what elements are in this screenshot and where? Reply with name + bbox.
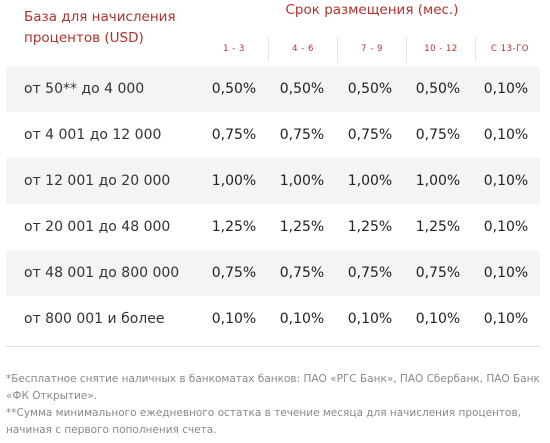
rate-cell: 1,00% xyxy=(415,173,461,189)
rate-cell: 0,10% xyxy=(483,127,529,143)
rate-cell: 0,50% xyxy=(279,81,325,97)
rate-cell: 0,10% xyxy=(483,173,529,189)
table-row: от 48 001 до 800 000 0,75% 0,75% 0,75% 0… xyxy=(6,250,540,296)
table-row: от 50** до 4 000 0,50% 0,50% 0,50% 0,50%… xyxy=(6,66,540,112)
table-row: от 4 001 до 12 000 0,75% 0,75% 0,75% 0,7… xyxy=(6,112,540,158)
base-header-line2: процентов (USD) xyxy=(24,30,144,46)
rate-cell: 0,50% xyxy=(415,81,461,97)
rate-cell: 0,75% xyxy=(415,265,461,281)
table-row: от 800 001 и более 0,10% 0,10% 0,10% 0,1… xyxy=(6,296,540,342)
term-4-6: 4 - 6 xyxy=(268,36,337,62)
rate-cell: 1,00% xyxy=(279,173,325,189)
rate-cell: 1,00% xyxy=(211,173,257,189)
period-header: Срок размещения (мес.) 1 - 3 4 - 6 7 - 9… xyxy=(200,0,544,66)
footnote-line-2: «ФК Открытие». xyxy=(6,390,98,402)
period-title: Срок размещения (мес.) xyxy=(285,2,459,18)
rate-cell: 0,50% xyxy=(211,81,257,97)
rate-cell: 0,10% xyxy=(211,311,257,327)
row-label: от 50** до 4 000 xyxy=(24,81,145,97)
footnote-divider xyxy=(6,346,540,347)
rate-cell: 0,10% xyxy=(483,265,529,281)
rate-rows: от 50** до 4 000 0,50% 0,50% 0,50% 0,50%… xyxy=(6,66,540,342)
footnote-line-1: *Бесплатное снятие наличных в банкоматах… xyxy=(6,373,540,385)
table-row: от 12 001 до 20 000 1,00% 1,00% 1,00% 1,… xyxy=(6,158,540,204)
rate-cell: 1,25% xyxy=(415,219,461,235)
rate-cell: 0,75% xyxy=(211,265,257,281)
rate-cell: 1,25% xyxy=(211,219,257,235)
rate-cell: 0,75% xyxy=(211,127,257,143)
rate-cell: 1,25% xyxy=(279,219,325,235)
rate-cell: 0,75% xyxy=(279,265,325,281)
rate-cell: 1,00% xyxy=(347,173,393,189)
row-label: от 20 001 до 48 000 xyxy=(24,219,171,235)
row-label: от 4 001 до 12 000 xyxy=(24,127,162,143)
rate-cell: 0,10% xyxy=(483,81,529,97)
term-10-12: 10 - 12 xyxy=(406,36,475,62)
rate-cell: 0,75% xyxy=(347,127,393,143)
term-1-3: 1 - 3 xyxy=(223,44,245,54)
rate-cell: 0,75% xyxy=(279,127,325,143)
row-label: от 48 001 до 800 000 xyxy=(24,265,180,281)
term-7-9: 7 - 9 xyxy=(337,36,406,62)
rate-cell: 0,10% xyxy=(483,219,529,235)
rate-cell: 0,10% xyxy=(415,311,461,327)
row-label: от 800 001 и более xyxy=(24,311,165,327)
base-column-header: База для начисления процентов (USD) xyxy=(24,7,194,49)
rate-cell: 0,50% xyxy=(347,81,393,97)
row-label: от 12 001 до 20 000 xyxy=(24,173,171,189)
rate-cell: 0,75% xyxy=(347,265,393,281)
table-row: от 20 001 до 48 000 1,25% 1,25% 1,25% 1,… xyxy=(6,204,540,250)
rate-cell: 0,10% xyxy=(279,311,325,327)
footnote-line-4: начиная с первого пополнения счета. xyxy=(6,424,217,436)
footnote-line-3: **Сумма минимального ежедневного остатка… xyxy=(6,407,521,419)
term-headers: 1 - 3 4 - 6 7 - 9 10 - 12 С 13-ГО xyxy=(200,36,544,62)
rate-cell: 1,25% xyxy=(347,219,393,235)
term-13-plus: С 13-ГО xyxy=(475,36,544,62)
footnotes: *Бесплатное снятие наличных в банкоматах… xyxy=(6,371,546,439)
rate-cell: 0,75% xyxy=(415,127,461,143)
base-header-line1: База для начисления xyxy=(24,9,176,25)
rate-cell: 0,10% xyxy=(483,311,529,327)
rate-cell: 0,10% xyxy=(347,311,393,327)
